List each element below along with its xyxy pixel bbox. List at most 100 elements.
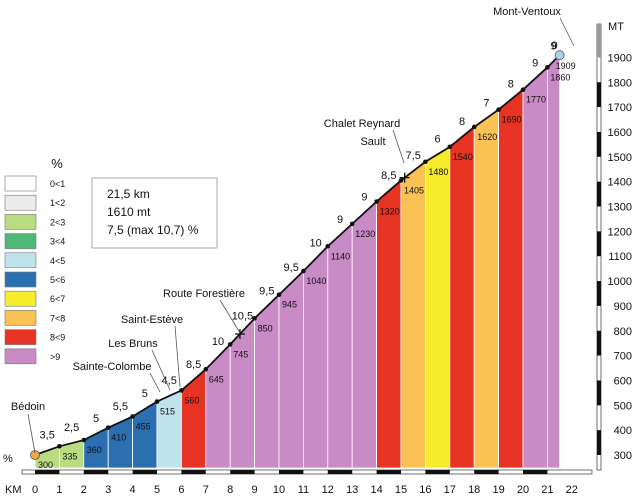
place-leader-line xyxy=(27,413,36,454)
legend-label: 1<2 xyxy=(50,198,65,208)
gradient-label: 8 xyxy=(508,79,514,91)
x-axis-bar-segment xyxy=(181,470,206,474)
x-axis-bar-segment xyxy=(425,470,450,474)
km-point xyxy=(203,366,209,372)
summary-line: 21,5 km xyxy=(107,187,150,201)
x-axis-bar-segment xyxy=(327,470,353,474)
x-tick-label: 3 xyxy=(105,484,111,496)
gradient-label: 9 xyxy=(337,214,343,226)
gradient-label: 9 xyxy=(552,40,558,52)
x-tick-label: 21 xyxy=(541,484,553,496)
km-point xyxy=(301,268,306,274)
y-axis-bar-segment xyxy=(597,181,601,207)
legend-label: >9 xyxy=(50,352,60,362)
altitude-label: 1230 xyxy=(355,229,375,239)
x-axis-bar-segment xyxy=(376,470,401,474)
altitude-label: 945 xyxy=(282,300,297,310)
gradient-label: 2,5 xyxy=(64,422,79,434)
place-label: Les Bruns xyxy=(108,338,158,350)
profile-segment xyxy=(351,200,378,469)
y-tick-label: 400 xyxy=(614,425,632,437)
altitude-label: 1620 xyxy=(477,132,497,142)
profile-segment xyxy=(498,88,524,469)
km-point xyxy=(520,87,526,93)
legend-swatch xyxy=(4,214,37,230)
x-tick-label: 1 xyxy=(56,484,62,496)
legend-swatch xyxy=(4,233,37,249)
place-label: Chalet Reynard xyxy=(324,118,400,130)
x-axis-bar xyxy=(21,469,593,475)
x-tick-label: 6 xyxy=(178,484,184,496)
x-tick-label: 15 xyxy=(395,484,407,496)
km-point xyxy=(447,144,453,150)
x-tick-label: 4 xyxy=(130,484,136,496)
gradient-label: 5,5 xyxy=(113,401,128,413)
x-tick-label: 14 xyxy=(370,484,382,496)
altitude-label: 410 xyxy=(111,433,126,443)
x-axis-bar-segment xyxy=(132,470,157,474)
y-tick-label: 300 xyxy=(614,450,632,462)
y-axis-bar-segment xyxy=(597,131,601,157)
gradient-label: 6 xyxy=(435,133,441,145)
legend-swatch xyxy=(4,348,37,365)
x-tick-label: 13 xyxy=(346,484,358,496)
y-tick-label: 1100 xyxy=(608,251,632,263)
x-axis-bar-segment xyxy=(35,470,60,474)
altitude-label: 745 xyxy=(233,349,248,359)
x-tick-label: 18 xyxy=(468,484,480,496)
gradient-label: 10,5 xyxy=(232,310,253,322)
summary-line: 7,5 (max 10,7) % xyxy=(107,223,199,237)
y-axis-bar-segment xyxy=(597,281,601,306)
x-tick-label: 10 xyxy=(273,484,285,496)
gradient-label: 8,5 xyxy=(381,170,396,182)
gradient-label: 9,5 xyxy=(284,262,299,274)
legend-label: 5<6 xyxy=(50,275,65,285)
gradient-label: 9 xyxy=(361,192,367,204)
y-tick-label: 1000 xyxy=(608,276,632,288)
x-axis-bar-segment xyxy=(523,470,548,474)
place-leader-line xyxy=(392,129,405,164)
y-axis-bar-segment xyxy=(597,82,601,108)
y-axis-bar-segment xyxy=(597,330,601,356)
legend-swatch xyxy=(4,271,37,288)
altitude-label: 1320 xyxy=(380,207,400,217)
legend-swatch xyxy=(4,175,37,192)
legend-label: 4<5 xyxy=(50,256,65,266)
y-tick-label: 700 xyxy=(614,351,632,363)
place-cross xyxy=(234,328,245,339)
km-point xyxy=(154,399,160,404)
profile-segment xyxy=(473,108,500,469)
profile-segment xyxy=(132,400,158,469)
x-tick-label: 0 xyxy=(32,484,38,496)
profile-segment xyxy=(376,179,402,469)
gradient-label: 9,5 xyxy=(259,286,274,298)
y-tick-label: 1600 xyxy=(608,127,632,139)
altitude-label: 1480 xyxy=(428,167,448,177)
y-tick-label: 1500 xyxy=(608,152,632,164)
altitude-label: 850 xyxy=(258,323,273,333)
x-tick-label: 16 xyxy=(419,484,431,496)
x-tick-label: 5 xyxy=(154,484,160,496)
profile-segment xyxy=(547,54,560,469)
legend-label: 0<1 xyxy=(50,179,65,189)
altitude-label: 335 xyxy=(62,451,77,461)
x-tick-label: 12 xyxy=(322,484,334,496)
summary-line: 1610 mt xyxy=(107,205,151,219)
x-tick-label: 9 xyxy=(252,484,258,496)
summit-marker xyxy=(554,50,565,61)
x-tick-label: 8 xyxy=(227,484,233,496)
gradient-label: 9 xyxy=(550,40,556,52)
km-point xyxy=(325,243,331,249)
place-label: Mont-Ventoux xyxy=(493,6,561,18)
place-leader-line xyxy=(151,349,171,391)
x-tick-label: 22 xyxy=(566,484,578,496)
x-axis-bar-segment xyxy=(474,470,499,474)
km-point xyxy=(81,437,87,443)
y-axis-bar-top xyxy=(597,24,601,58)
km-point xyxy=(179,388,184,393)
altitude-label: 1405 xyxy=(404,185,424,195)
y-tick-label: 1200 xyxy=(608,226,632,238)
altitude-label: 1860 xyxy=(550,72,570,82)
